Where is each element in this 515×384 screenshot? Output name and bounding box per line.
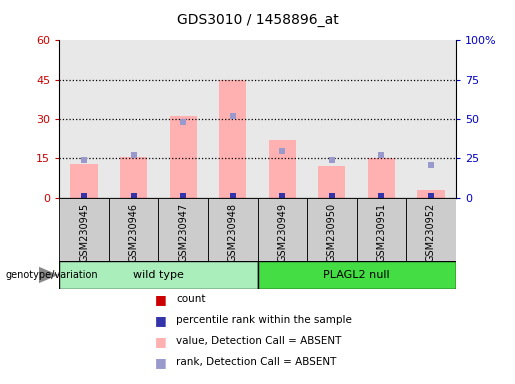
Bar: [159, 198, 208, 261]
Text: ■: ■: [154, 314, 166, 327]
Point: [129, 152, 138, 158]
Bar: [307, 40, 356, 198]
Point: [278, 147, 286, 154]
Point: [278, 194, 286, 200]
Text: value, Detection Call = ABSENT: value, Detection Call = ABSENT: [176, 336, 341, 346]
Text: ■: ■: [154, 356, 166, 369]
Text: GSM230947: GSM230947: [178, 203, 188, 262]
Point: [278, 193, 286, 199]
Text: PLAGL2 null: PLAGL2 null: [323, 270, 390, 280]
Bar: [59, 261, 258, 289]
Text: rank, Detection Call = ABSENT: rank, Detection Call = ABSENT: [176, 357, 336, 367]
Bar: [417, 190, 444, 198]
Point: [328, 194, 336, 200]
Point: [229, 193, 237, 199]
Text: wild type: wild type: [133, 270, 184, 280]
Text: GSM230945: GSM230945: [79, 203, 89, 262]
Point: [129, 194, 138, 200]
Point: [129, 193, 138, 199]
Bar: [158, 40, 208, 198]
Bar: [258, 40, 307, 198]
Bar: [406, 40, 456, 198]
Bar: [169, 116, 197, 198]
Bar: [109, 198, 159, 261]
Text: ■: ■: [154, 293, 166, 306]
Text: GSM230949: GSM230949: [277, 203, 287, 262]
Point: [427, 193, 435, 199]
Point: [80, 193, 88, 199]
Text: genotype/variation: genotype/variation: [5, 270, 98, 280]
Point: [179, 119, 187, 125]
Polygon shape: [39, 266, 58, 283]
Bar: [208, 40, 258, 198]
Bar: [219, 80, 246, 198]
Bar: [71, 164, 98, 198]
Point: [328, 193, 336, 199]
Bar: [406, 198, 456, 261]
Point: [229, 194, 237, 200]
Point: [229, 113, 237, 119]
Text: GSM230951: GSM230951: [376, 203, 386, 262]
Bar: [356, 198, 406, 261]
Bar: [368, 158, 395, 198]
Bar: [120, 157, 147, 198]
Text: GSM230952: GSM230952: [426, 203, 436, 262]
Bar: [59, 198, 109, 261]
Bar: [307, 198, 356, 261]
Text: GSM230948: GSM230948: [228, 203, 238, 262]
Bar: [356, 40, 406, 198]
Bar: [318, 166, 346, 198]
Text: GDS3010 / 1458896_at: GDS3010 / 1458896_at: [177, 13, 338, 27]
Text: GSM230946: GSM230946: [129, 203, 139, 262]
Point: [427, 162, 435, 168]
Bar: [258, 198, 307, 261]
Point: [80, 194, 88, 200]
Bar: [109, 40, 158, 198]
Bar: [208, 198, 258, 261]
Text: percentile rank within the sample: percentile rank within the sample: [176, 315, 352, 325]
Point: [328, 157, 336, 163]
Bar: [59, 40, 109, 198]
Text: count: count: [176, 294, 205, 304]
Point: [179, 194, 187, 200]
Point: [377, 193, 386, 199]
Point: [179, 193, 187, 199]
Text: GSM230950: GSM230950: [327, 203, 337, 262]
Point: [377, 152, 386, 158]
Point: [377, 194, 386, 200]
Point: [427, 194, 435, 200]
Bar: [269, 140, 296, 198]
Point: [80, 157, 88, 163]
Text: ■: ■: [154, 335, 166, 348]
Bar: [258, 261, 456, 289]
